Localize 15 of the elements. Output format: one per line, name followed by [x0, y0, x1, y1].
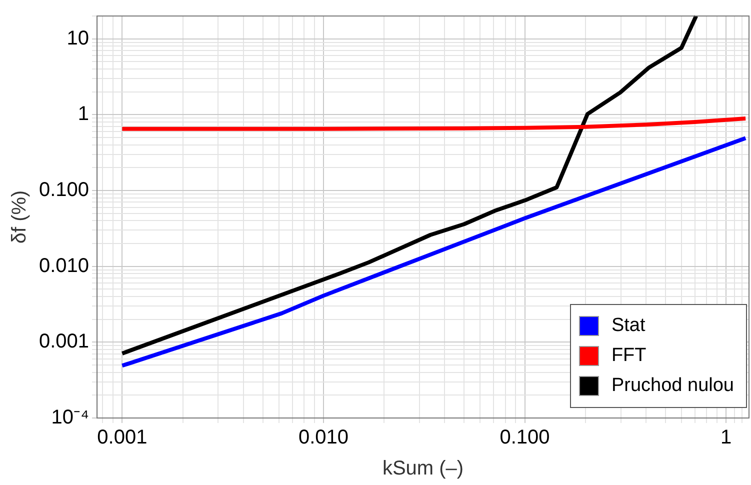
x-tick-label: 0.001	[97, 426, 148, 449]
y-tick-label: 10⁻⁴	[51, 406, 90, 429]
x-axis-title: kSum (–)	[382, 458, 464, 480]
y-tick-label: 0.001	[38, 330, 90, 353]
y-tick-label: 1	[78, 103, 90, 126]
x-tick-label: 0.100	[500, 426, 550, 449]
legend-label: Stat	[610, 314, 646, 338]
y-tick-label: 10	[66, 27, 90, 50]
legend-label: FFT	[610, 344, 648, 368]
legend-label: Pruchod nulou	[610, 374, 734, 398]
y-axis-title: δf (%)	[8, 190, 31, 244]
x-tick-label: 0.010	[298, 426, 349, 449]
x-tick-label: 1	[720, 426, 732, 449]
y-tick-label: 0.100	[38, 179, 90, 202]
y-tick-label: 0.010	[38, 254, 90, 277]
